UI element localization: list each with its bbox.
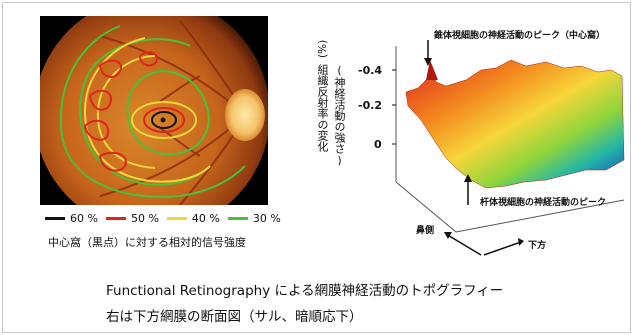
contour-legend: 60 % 50 % 40 % 30 % bbox=[45, 212, 281, 225]
axis-nasal-label: 鼻側 bbox=[416, 226, 435, 236]
axis-inferior-label: 下方 bbox=[528, 241, 547, 251]
legend-swatch-40 bbox=[166, 217, 187, 220]
legend-item-40: 40 % bbox=[166, 212, 220, 225]
legend-label-60: 60 % bbox=[70, 212, 98, 225]
legend-swatch-50 bbox=[105, 217, 126, 220]
caption-line-2: 右は下方網膜の断面図（サル、暗順応下） bbox=[106, 309, 363, 325]
legend-label-30: 30 % bbox=[252, 212, 281, 225]
cone-peak-annotation: 錐体視細胞の神経活動のピーク（中心窩） bbox=[434, 31, 606, 41]
tick-zero: 0 bbox=[374, 138, 382, 151]
tick-neg-0-4: -0.4 bbox=[358, 64, 383, 77]
caption-line-1: Functional Retinography による網膜神経活動のトポグラフィ… bbox=[106, 283, 504, 299]
legend-label-40: 40 % bbox=[191, 212, 220, 225]
left-caption: 中心窩（黒点）に対する相対的信号強度 bbox=[48, 236, 246, 249]
rod-peak-annotation: 杆体視細胞の神経活動のピーク bbox=[480, 198, 607, 208]
legend-swatch-30 bbox=[227, 217, 248, 220]
surface-plot: -0.4 -0.2 0 錐体視細胞の神経活動のピーク（中心窩） 杆体視細胞の神経… bbox=[306, 10, 626, 260]
ylabel-sub: (神経活動の強さ) bbox=[333, 64, 346, 167]
legend-item-50: 50 % bbox=[105, 212, 159, 225]
tick-neg-0-2: -0.2 bbox=[358, 99, 383, 112]
legend-item-30: 30 % bbox=[227, 212, 281, 225]
fundus-image bbox=[40, 16, 268, 205]
ylabel-unit: (%) bbox=[317, 39, 329, 58]
ylabel-main: 組織反射率の変化 bbox=[316, 64, 329, 152]
legend-item-60: 60 % bbox=[45, 212, 98, 225]
legend-swatch-60 bbox=[45, 217, 65, 220]
legend-label-50: 50 % bbox=[130, 212, 159, 225]
